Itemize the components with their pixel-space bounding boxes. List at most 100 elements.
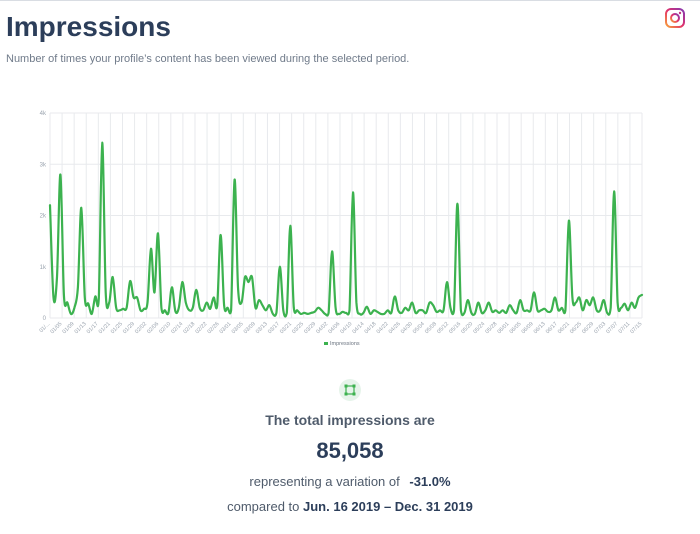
x-tick-label: 07/03 — [593, 321, 607, 335]
x-tick-label: 04/30 — [400, 321, 414, 335]
x-tick-label: 03/21 — [279, 321, 293, 335]
data-point — [338, 313, 339, 314]
data-point — [561, 307, 562, 308]
data-point — [276, 312, 277, 313]
x-tick-label: 04/10 — [339, 321, 353, 335]
legend-swatch — [324, 342, 328, 345]
data-point — [394, 296, 395, 297]
data-point — [429, 302, 430, 303]
data-point — [168, 312, 169, 313]
data-point — [481, 312, 482, 313]
data-point — [499, 312, 500, 313]
variation-prefix: representing a variation of — [249, 474, 400, 489]
data-point — [391, 312, 392, 313]
data-point — [297, 310, 298, 311]
data-point — [554, 297, 555, 298]
data-point — [471, 312, 472, 313]
data-point — [603, 300, 604, 301]
data-point — [352, 192, 353, 193]
data-point — [513, 310, 514, 311]
data-point — [464, 312, 465, 313]
data-point — [171, 287, 172, 288]
data-point — [565, 310, 566, 311]
data-point — [325, 313, 326, 314]
data-point — [109, 302, 110, 303]
data-point — [227, 307, 228, 308]
data-point — [607, 312, 608, 313]
data-point — [332, 251, 333, 252]
x-tick-label: 07/15 — [629, 321, 643, 335]
data-point — [533, 292, 534, 293]
data-point — [290, 225, 291, 226]
x-tick-label: 06/17 — [545, 321, 559, 335]
data-point — [262, 305, 263, 306]
data-point — [359, 313, 360, 314]
data-point — [356, 302, 357, 303]
y-tick-label: 2k — [40, 214, 47, 220]
data-point — [77, 287, 78, 288]
data-point — [457, 203, 458, 204]
x-tick-label: 07/11 — [618, 321, 632, 335]
data-point — [617, 302, 618, 303]
instagram-icon[interactable] — [664, 7, 686, 29]
compare-line: compared to Jun. 16 2019 – Dec. 31 2019 — [0, 499, 700, 514]
data-point — [363, 312, 364, 313]
data-point — [203, 310, 204, 311]
data-point — [231, 310, 232, 311]
summary-label: The total impressions are — [265, 412, 435, 428]
x-tick-label: 03/25 — [291, 321, 305, 335]
data-point — [88, 303, 89, 304]
data-point — [419, 310, 420, 311]
data-point — [182, 282, 183, 283]
data-point — [474, 313, 475, 314]
data-point — [516, 312, 517, 313]
data-point — [530, 310, 531, 311]
data-point — [157, 233, 158, 234]
data-point — [311, 312, 312, 313]
data-point — [133, 297, 134, 298]
data-point — [422, 310, 423, 311]
data-point — [614, 191, 615, 192]
data-point — [460, 310, 461, 311]
data-point — [453, 310, 454, 311]
data-point — [377, 311, 378, 312]
chart-svg: 01k2k3k4k01/...01/0501/0901/1301/1701/21… — [39, 111, 644, 347]
selection-frame-icon — [339, 379, 361, 401]
data-point — [600, 310, 601, 311]
data-point — [234, 179, 235, 180]
data-point — [624, 303, 625, 304]
total-impressions-value: 85,058 — [316, 438, 384, 463]
data-point — [558, 310, 559, 311]
x-tick-label: 03/13 — [255, 321, 269, 335]
data-point — [314, 311, 315, 312]
data-point — [185, 302, 186, 303]
x-tick-label: 06/25 — [569, 321, 583, 335]
data-point — [53, 297, 54, 298]
data-point — [192, 307, 193, 308]
x-tick-label: 05/20 — [460, 321, 474, 335]
data-point — [443, 310, 444, 311]
data-point — [164, 310, 165, 311]
data-point — [91, 313, 92, 314]
x-tick-label: 03/09 — [243, 321, 257, 335]
data-point — [433, 305, 434, 306]
data-point — [95, 296, 96, 297]
x-tick-label: 05/08 — [424, 321, 438, 335]
data-point — [523, 310, 524, 311]
data-point — [307, 313, 308, 314]
data-point — [366, 306, 367, 307]
data-point — [380, 313, 381, 314]
data-point — [189, 310, 190, 311]
data-point — [137, 297, 138, 298]
x-tick-label: 02/10 — [158, 321, 172, 335]
data-point — [269, 305, 270, 306]
x-tick-label: 04/02 — [315, 321, 329, 335]
data-point — [492, 311, 493, 312]
data-point — [237, 287, 238, 288]
x-tick-label: 06/01 — [497, 321, 511, 335]
x-tick-label: 04/26 — [388, 321, 402, 335]
data-point — [213, 297, 214, 298]
data-point — [265, 310, 266, 311]
data-point — [439, 310, 440, 311]
data-point — [415, 312, 416, 313]
